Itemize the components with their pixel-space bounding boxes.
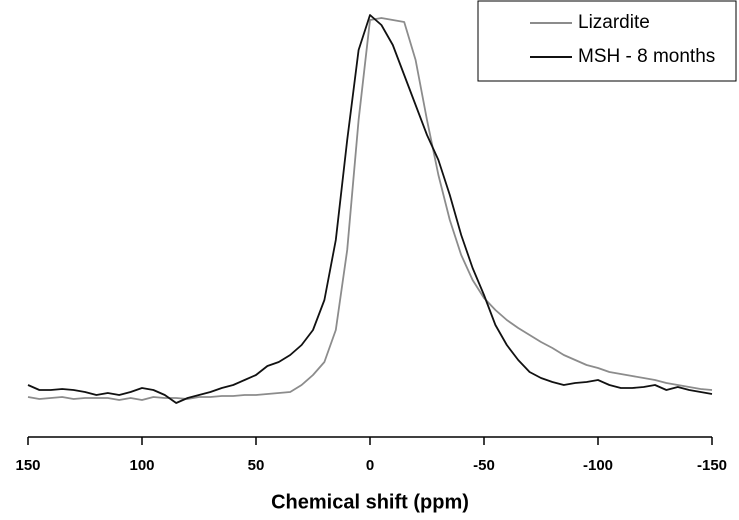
x-tick-label: -50 (473, 457, 495, 474)
legend-box (477, 0, 737, 82)
x-tick-label: -100 (583, 457, 613, 474)
x-tick-label: 150 (15, 457, 40, 474)
x-tick-label: -150 (697, 457, 727, 474)
x-tick-label: 0 (366, 457, 374, 474)
x-tick-label: 100 (129, 457, 154, 474)
line-series (27, 17, 713, 401)
legend-label: Lizardite (578, 12, 650, 33)
x-tick-label: 50 (248, 457, 265, 474)
x-axis-title: Chemical shift (ppm) (271, 491, 469, 513)
line-series (27, 14, 713, 404)
legend-label: MSH - 8 months (578, 46, 715, 67)
